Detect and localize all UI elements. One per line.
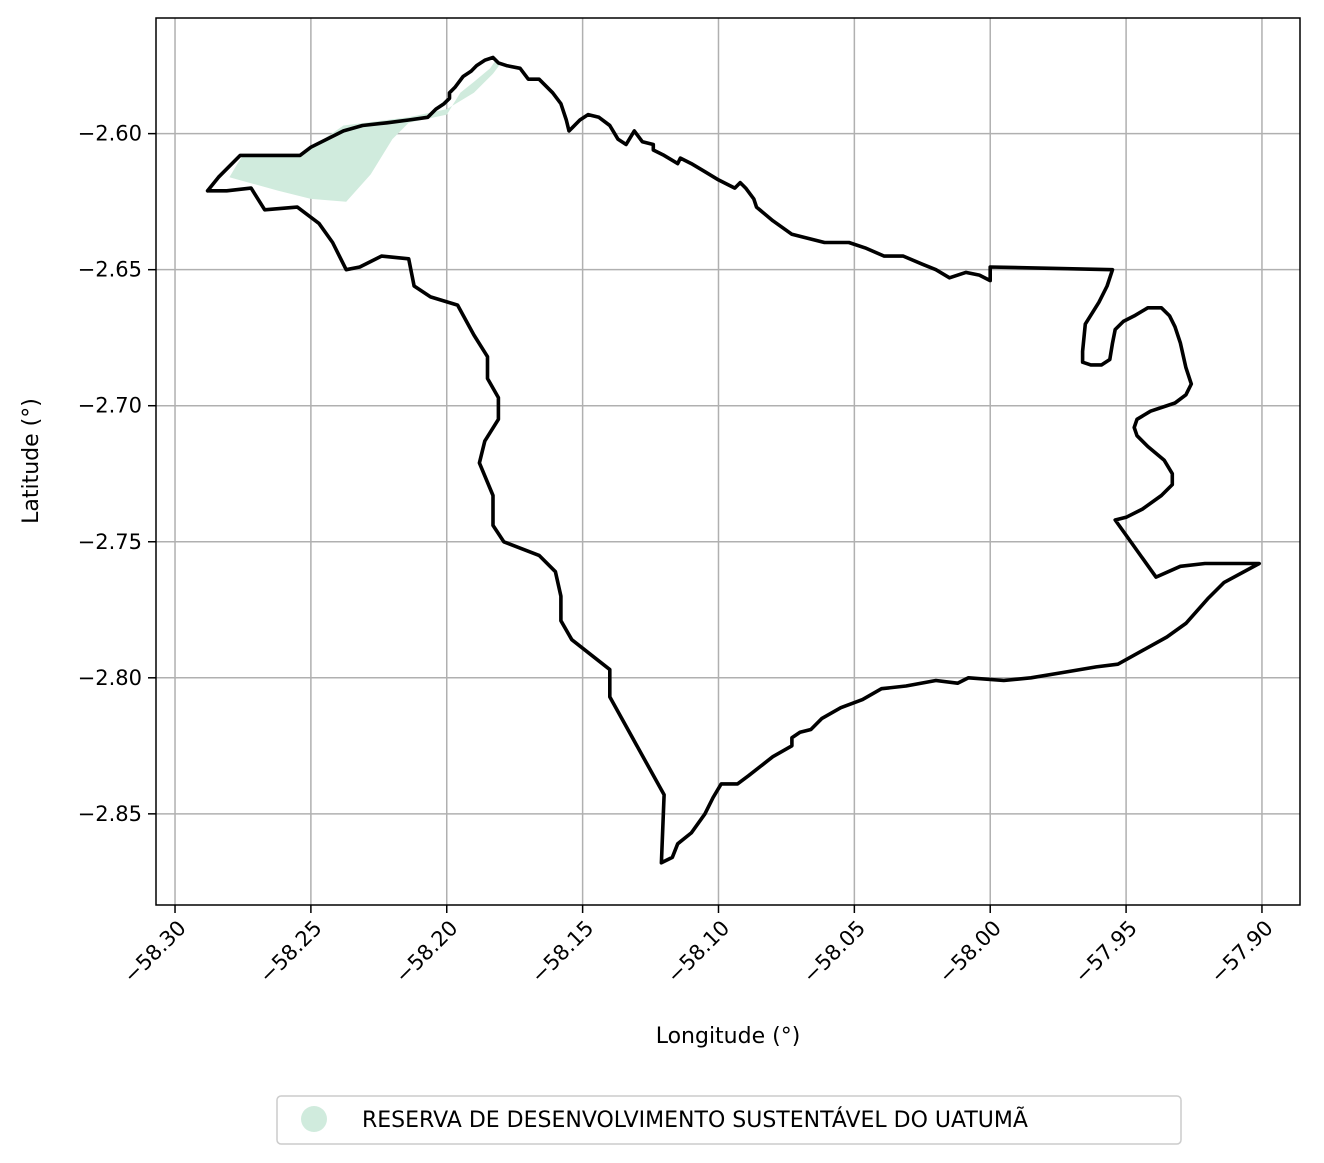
y-axis-ticks: −2.60 −2.65 −2.70 −2.75 −2.80 −2.85 <box>78 122 156 826</box>
plot-frame <box>155 17 1301 906</box>
legend-marker-circle <box>301 1106 327 1132</box>
reserve-area-polygon <box>229 60 502 202</box>
y-tick-label-1: −2.65 <box>78 258 142 282</box>
x-tick-label-2: −58.20 <box>391 916 463 988</box>
x-tick-label-5: −58.05 <box>798 916 870 988</box>
legend: RESERVA DE DESENVOLVIMENTO SUSTENTÁVEL D… <box>276 1095 1182 1145</box>
x-tick-label-8: −57.90 <box>1206 916 1278 988</box>
boundary-outline <box>205 55 1261 865</box>
y-tick-label-2: −2.70 <box>78 394 142 418</box>
x-tick-label-0: −58.30 <box>119 916 191 988</box>
y-tick-label-3: −2.75 <box>78 530 142 554</box>
x-tick-label-3: −58.15 <box>526 916 598 988</box>
y-tick-label-4: −2.80 <box>78 666 142 690</box>
legend-label: RESERVA DE DESENVOLVIMENTO SUSTENTÁVEL D… <box>362 1106 1028 1133</box>
y-tick-label-5: −2.85 <box>78 802 142 826</box>
x-tick-label-4: −58.10 <box>662 916 734 988</box>
x-axis-label: Longitude (°) <box>656 1024 801 1049</box>
x-axis-ticks: −58.30 −58.25 −58.20 −58.15 −58.10 −58.05 −58.… <box>119 905 1278 988</box>
y-axis-label: Latitude (°) <box>19 398 44 524</box>
y-tick-label-0: −2.60 <box>78 122 142 146</box>
legend-frame <box>276 1095 1182 1145</box>
x-tick-label-1: −58.25 <box>255 916 327 988</box>
x-tick-label-7: −57.95 <box>1070 916 1142 988</box>
map-data <box>205 55 1261 865</box>
x-tick-label-6: −58.00 <box>934 916 1006 988</box>
